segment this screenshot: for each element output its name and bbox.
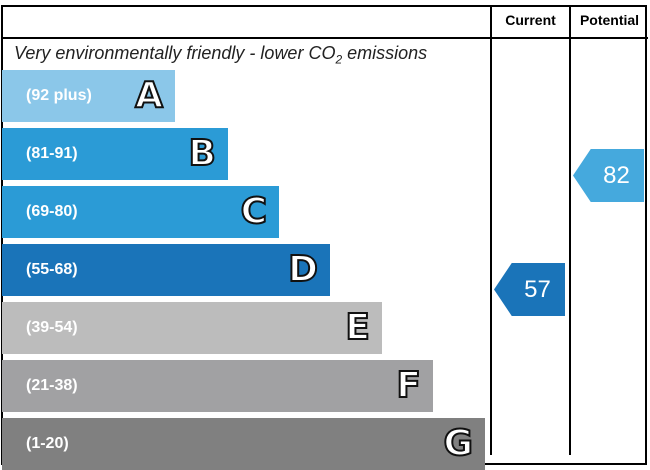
band-range: (92 plus) [26, 87, 92, 104]
band-range: (55-68) [26, 261, 78, 278]
current-column-divider [490, 5, 492, 455]
potential-header: Potential [579, 12, 640, 28]
band-letter: E [344, 306, 371, 349]
current-rating-arrow: 57 [494, 263, 565, 316]
caption-main: Very environmentally friendly - lower CO [14, 43, 336, 63]
potential-rating-value: 82 [603, 162, 630, 189]
band-letter: G [442, 422, 474, 465]
band-letter: C [240, 190, 268, 233]
band-bar-g: (1-20) G [2, 418, 485, 470]
current-header: Current [505, 12, 556, 28]
potential-column-divider [569, 5, 571, 455]
band-bar-b: (81-91) B [2, 128, 228, 180]
band-bar-e: (39-54) E [2, 302, 382, 354]
caption-subscript: 2 [335, 52, 343, 67]
band-bar-f: (21-38) F [2, 360, 433, 412]
band-letter: A [134, 74, 164, 117]
header-divider [1, 37, 648, 39]
band-letter: D [287, 248, 319, 291]
band-range: (21-38) [26, 377, 78, 394]
band-letter: B [188, 132, 217, 175]
band-range: (1-20) [26, 435, 69, 452]
band-range: (81-91) [26, 145, 78, 162]
band-range: (39-54) [26, 319, 78, 336]
band-bar-d: (55-68) D [2, 244, 330, 296]
band-letter: F [395, 364, 422, 407]
band-bar-c: (69-80) C [2, 186, 279, 238]
caption-tail: emissions [342, 43, 428, 63]
current-rating-value: 57 [524, 276, 551, 303]
top-caption: Very environmentally friendly - lower CO… [14, 43, 427, 67]
band-range: (69-80) [26, 203, 78, 220]
band-bar-a: (92 plus) A [2, 70, 175, 122]
